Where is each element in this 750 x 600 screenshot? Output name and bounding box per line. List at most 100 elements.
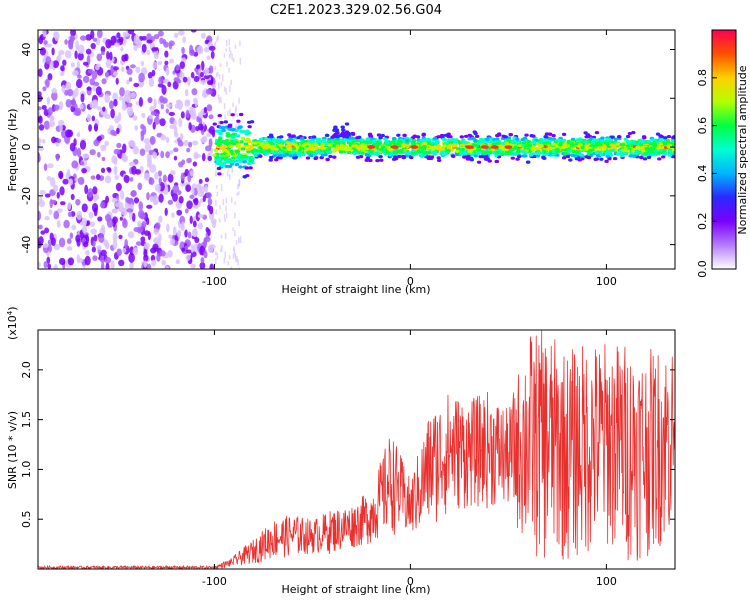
heatmap-cell [250,149,255,154]
heatmap-cell [234,129,239,133]
heatmap-cell [65,82,70,90]
heatmap-cell [216,185,218,189]
heatmap-cell [334,128,340,132]
heatmap-cell [219,205,221,210]
heatmap-cell [221,126,226,130]
heatmap-cell [441,153,446,157]
heatmap-cell [152,151,158,159]
heatmap-cell [143,230,150,236]
heatmap-cell [269,155,274,160]
heatmap-cell [243,142,249,146]
heatmap-cell [214,66,217,70]
heatmap-cell [121,104,127,111]
heatmap-cell [292,156,298,160]
heatmap-cell [220,235,223,239]
heatmap-cell [157,83,164,88]
heatmap-cell [59,186,65,196]
heatmap-cell [165,136,170,144]
heatmap-cell [236,113,239,117]
heatmap-cell [171,212,175,218]
heatmap-cell [52,60,60,69]
heatmap-cell [231,53,233,60]
colorbar-tick-label: 0.2 [696,212,709,230]
heatmap-cell [453,140,459,144]
heatmap-cell [61,84,66,94]
heatmap-cell [401,154,406,159]
heatmap-cell [274,147,279,151]
heatmap-cell [151,47,158,52]
heatmap-cell [84,249,90,256]
heatmap-cell [527,143,532,148]
heatmap-cell [43,109,49,116]
heatmap-cell [397,139,402,143]
heatmap-cell [584,144,589,148]
heatmap-cell [357,135,362,139]
heatmap-cell [330,135,335,139]
heatmap-cell [225,87,227,95]
heatmap-cell [335,134,341,138]
heatmap-cell [121,54,128,62]
heatmap-cell [338,134,344,138]
heatmap-cell [204,67,210,76]
heatmap-cell [390,145,399,149]
heatmap-cell [404,139,410,143]
heatmap-cell [236,256,238,263]
heatmap-cell [332,155,337,159]
heatmap-cell [643,151,648,155]
heatmap-cell [93,123,99,132]
heatmap-cell [100,51,105,56]
heatmap-cell [147,97,153,103]
heatmap-cell [639,155,644,159]
heatmap-cell [141,112,146,118]
heatmap-cell [524,133,529,137]
heatmap-cell [392,150,398,154]
heatmap-cell [324,133,330,137]
heatmap-cell [234,44,237,49]
colorbar-frame [711,29,737,270]
heatmap-cell [522,151,527,155]
heatmap-cell [207,198,213,206]
heatmap-cell [226,110,229,116]
heatmap-cell [179,61,186,69]
heatmap-cell [219,147,221,153]
heatmap-cell [174,103,180,109]
heatmap-cell [199,198,204,203]
snr-scale-base: (x10 [6,315,19,340]
heatmap-cell [225,48,227,52]
heatmap-cell [350,131,356,136]
heatmap-cell [89,101,95,109]
heatmap-cell [104,175,112,184]
heatmap-cell [392,155,398,159]
heatmap-cell [168,234,173,239]
heatmap-cell [199,261,206,269]
heatmap-cell [224,164,230,169]
heatmap-cell [175,79,182,84]
heatmap-cell [146,204,153,209]
heatmap-cell [561,156,567,160]
heatmap-cell [225,197,228,204]
heatmap-cell [193,204,199,210]
heatmap-cell [38,110,41,117]
heatmap-cell [662,142,668,146]
heatmap-cell [224,217,226,223]
heatmap-cell [224,141,230,145]
heatmap-cell [153,200,158,206]
colorbar: 0.0 0.2 0.4 0.6 0.8 Normalized spectral ampl… [696,29,749,278]
heatmap-cell [508,133,513,137]
heatmap-cell [604,141,609,145]
heatmap-cell [239,140,244,144]
heatmap-cell [397,154,402,159]
heatmap-cell [346,141,352,145]
heatmap-cell [568,158,573,162]
heatmap-cell [93,196,98,202]
heatmap-cell [130,190,136,197]
heatmap-cell [217,172,222,176]
heatmap-cell [184,100,191,107]
heatmap-cell [630,142,635,147]
heatmap-cell [547,132,553,136]
heatmap-cell [53,264,58,269]
heatmap-cell [531,134,536,138]
heatmap-cell [245,137,251,141]
heatmap-cell [48,209,53,215]
heatmap-cell [239,155,245,159]
